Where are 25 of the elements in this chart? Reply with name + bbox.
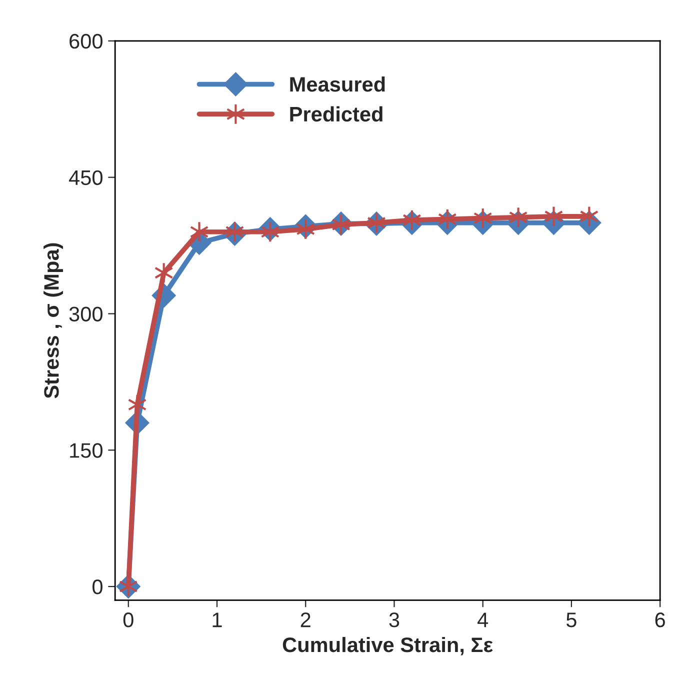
y-tick-label: 600 — [70, 34, 102, 49]
point — [154, 262, 174, 284]
x-tick-label: 5 — [566, 612, 576, 628]
x-tick-label: 6 — [655, 612, 665, 628]
point — [508, 206, 528, 228]
x-tick-label: 0 — [123, 612, 134, 628]
y-tick-label: 150 — [70, 443, 102, 458]
y-tick-label: 300 — [69, 306, 102, 322]
x-tick-label: 3 — [389, 612, 400, 628]
point — [544, 206, 564, 228]
point — [438, 208, 457, 230]
point — [580, 206, 599, 228]
y-tick-label: 450 — [69, 170, 102, 186]
x-tick-label: 2 — [300, 612, 310, 628]
y-axis-title: Stress , σ (Mpa) — [44, 243, 63, 398]
x-axis-title: Cumulative Strain, Σε — [282, 636, 493, 656]
point — [260, 221, 280, 243]
point — [190, 221, 209, 243]
y-tick-label: 0 — [92, 580, 102, 594]
x-tick-label: 4 — [478, 612, 488, 628]
legend-label: Measured — [290, 76, 385, 92]
point — [402, 209, 422, 231]
x-tick-label: 1 — [212, 612, 222, 628]
legend-label: Predicted — [290, 106, 382, 122]
point — [473, 207, 492, 230]
